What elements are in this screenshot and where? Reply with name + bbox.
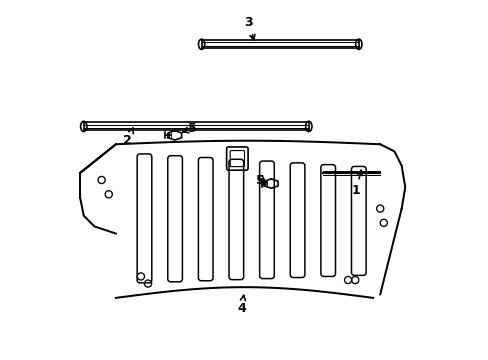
Text: 1: 1 xyxy=(351,170,362,197)
Text: 5: 5 xyxy=(256,174,264,186)
Text: 3: 3 xyxy=(244,17,254,40)
Text: 4: 4 xyxy=(237,295,245,315)
Text: 2: 2 xyxy=(123,128,133,147)
Text: 5: 5 xyxy=(188,122,197,135)
